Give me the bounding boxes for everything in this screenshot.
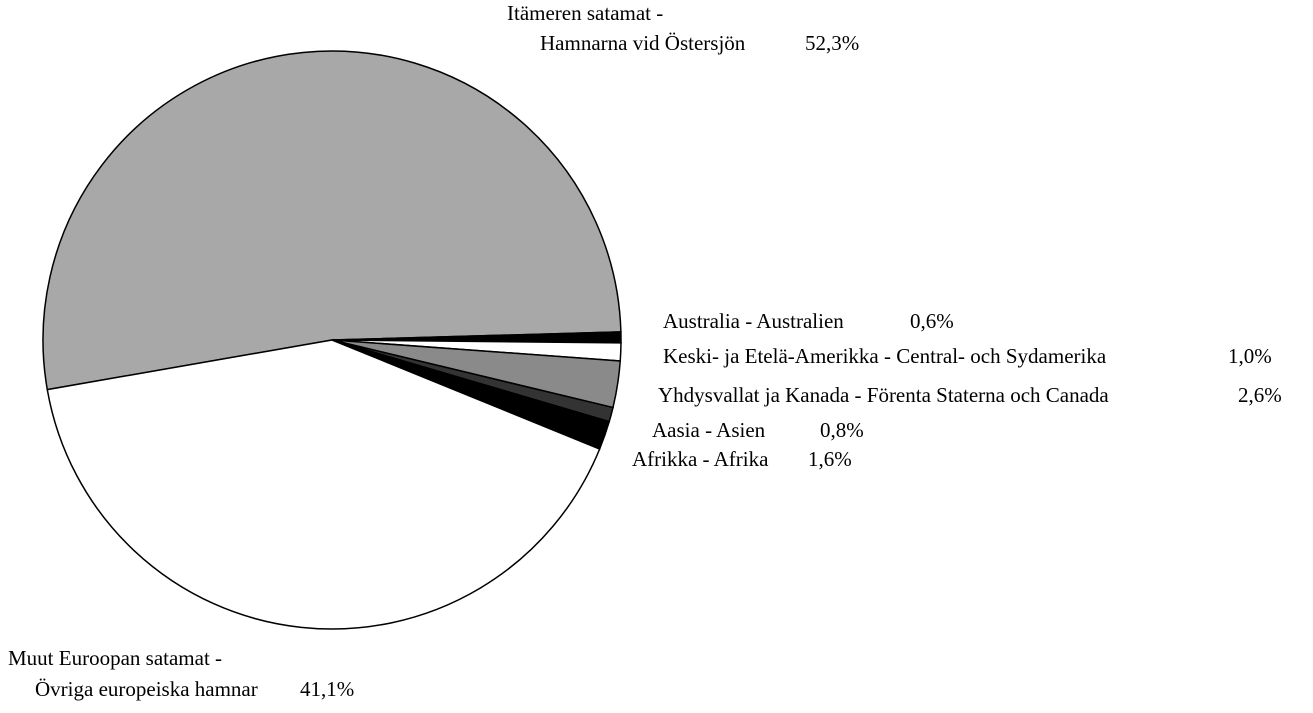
value-label: 0,8% <box>820 418 864 442</box>
slice-label: Itämeren satamat -Hamnarna vid Östersjön <box>507 1 746 55</box>
slice-label: Aasia - Asien <box>652 418 766 442</box>
value-label: 0,6% <box>910 309 954 333</box>
value-label: 41,1% <box>300 677 354 701</box>
value-label: 52,3% <box>805 31 859 55</box>
slice-label: Keski- ja Etelä-Amerikka - Central- och … <box>663 344 1107 368</box>
slice-label: Yhdysvallat ja Kanada - Förenta Staterna… <box>658 383 1109 407</box>
slice-label: Afrikka - Afrika <box>632 447 769 471</box>
slice-label: Australia - Australien <box>663 309 844 333</box>
value-label: 2,6% <box>1238 383 1282 407</box>
slice-label: Muut Euroopan satamat -Övriga europeiska… <box>8 646 258 701</box>
pie-slice <box>42 50 622 391</box>
pie-slice <box>46 339 601 630</box>
value-label: 1,0% <box>1228 344 1272 368</box>
value-label: 1,6% <box>808 447 852 471</box>
